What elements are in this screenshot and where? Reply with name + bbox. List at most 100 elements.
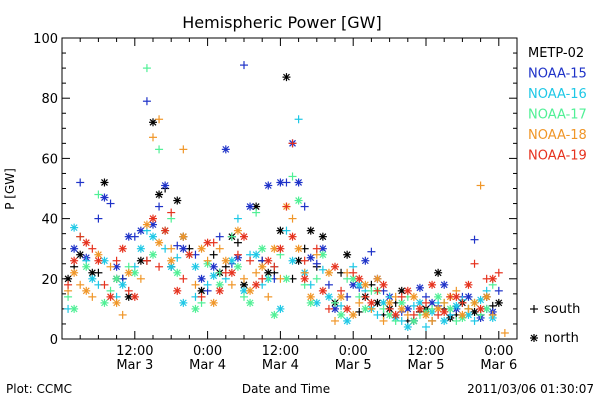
point-noaa-19-north — [403, 286, 412, 295]
point-noaa-15-north — [209, 262, 218, 271]
point-noaa-16-north — [179, 298, 188, 307]
point-noaa-17-north — [233, 262, 242, 271]
point-noaa-19-north — [203, 238, 212, 247]
point-noaa-17-north — [294, 196, 303, 205]
point-noaa-19-south — [124, 286, 133, 295]
point-noaa-18-south — [331, 316, 339, 325]
point-noaa-16-south — [422, 322, 430, 331]
point-noaa-19-north — [488, 274, 497, 283]
y-axis: 0 20 40 60 80 100 — [33, 32, 517, 348]
point-noaa-15-north — [246, 202, 255, 211]
x-tick-time-label: 12:00 — [262, 344, 299, 359]
point-noaa-15-north — [306, 253, 315, 262]
point-noaa-18-north — [294, 244, 303, 253]
point-noaa-19-north — [94, 256, 103, 265]
point-noaa-16-north — [440, 316, 449, 325]
point-noaa-18-south — [428, 316, 437, 325]
point-noaa-18-north — [434, 304, 443, 313]
point-noaa-19-south — [100, 280, 109, 289]
point-metp-02-north — [434, 268, 443, 277]
point-metp-02-north — [64, 274, 73, 283]
point-noaa-18-north — [233, 226, 242, 235]
point-noaa-18-north — [246, 286, 255, 295]
point-noaa-18-south — [252, 268, 261, 277]
point-noaa-19-south — [155, 262, 164, 271]
point-noaa-17-south — [94, 190, 103, 199]
point-noaa-18-south — [488, 310, 497, 319]
point-noaa-19-south — [470, 259, 479, 268]
point-noaa-18-north — [70, 268, 79, 277]
point-noaa-16-north — [452, 301, 461, 310]
point-noaa-16-north — [252, 250, 261, 259]
point-noaa-16-north — [403, 322, 412, 331]
point-noaa-17-south — [312, 274, 321, 283]
point-noaa-18-north — [221, 256, 230, 265]
point-noaa-19-south — [324, 304, 333, 313]
legend-north-label: north — [544, 331, 579, 346]
point-metp-02-north — [149, 118, 157, 127]
point-noaa-15-north — [161, 181, 170, 190]
point-noaa-17-north — [270, 310, 279, 319]
point-noaa-19-north — [149, 214, 157, 223]
point-noaa-15-north — [440, 280, 449, 289]
point-noaa-19-north — [391, 310, 400, 319]
point-noaa-17-south — [452, 316, 461, 325]
point-noaa-19-south — [494, 268, 503, 277]
point-noaa-18-south — [136, 274, 145, 283]
point-noaa-18-north — [409, 292, 418, 301]
point-noaa-18-south — [191, 280, 200, 289]
legend-entry: NOAA-16 — [528, 87, 587, 102]
point-noaa-15-north — [361, 256, 370, 265]
point-noaa-19-north — [440, 307, 449, 316]
point-noaa-19-south — [270, 262, 279, 271]
point-noaa-19-south — [197, 292, 206, 301]
point-noaa-18-north — [306, 292, 315, 301]
point-noaa-16-north — [355, 280, 364, 289]
x-tick-date-label: Mar 6 — [480, 358, 517, 373]
point-noaa-16-north — [88, 274, 97, 283]
x-tick-time-label: 0:00 — [193, 344, 222, 359]
point-noaa-16-north — [343, 316, 352, 325]
point-noaa-16-north — [70, 223, 79, 232]
point-noaa-19-north — [318, 286, 327, 295]
point-noaa-18-south — [149, 133, 157, 142]
point-noaa-18-south — [118, 310, 127, 319]
point-noaa-15-north — [294, 178, 303, 187]
point-metp-02-north — [124, 292, 133, 301]
point-noaa-17-north — [173, 268, 182, 277]
y-tick-label: 100 — [33, 32, 58, 47]
point-noaa-19-north — [240, 232, 248, 241]
point-noaa-15-south — [94, 214, 103, 223]
point-noaa-15-south — [106, 199, 115, 208]
point-noaa-17-north — [282, 274, 291, 283]
point-noaa-17-north — [100, 298, 109, 307]
x-tick-time-label: 12:00 — [407, 344, 444, 359]
point-noaa-19-north — [300, 274, 309, 283]
point-metp-02-south — [233, 238, 242, 247]
point-noaa-18-north — [167, 256, 176, 265]
point-noaa-18-north — [142, 220, 151, 229]
point-noaa-18-south — [288, 214, 297, 223]
point-noaa-19-south — [167, 208, 176, 217]
x-tick-date-label: Mar 5 — [335, 358, 372, 373]
point-noaa-19-north — [428, 280, 437, 289]
point-noaa-15-south — [312, 259, 321, 268]
point-noaa-18-south — [440, 298, 449, 307]
point-noaa-19-north — [452, 292, 461, 301]
point-noaa-19-north — [173, 286, 182, 295]
point-noaa-18-south — [155, 115, 164, 124]
point-noaa-15-north — [70, 244, 79, 253]
point-noaa-15-north — [276, 178, 285, 187]
point-noaa-19-south — [88, 244, 97, 253]
point-noaa-18-north — [258, 262, 267, 271]
point-noaa-19-north — [118, 244, 127, 253]
point-metp-02-north — [470, 307, 479, 316]
point-noaa-15-south — [155, 202, 164, 211]
x-tick-date-label: Mar 3 — [116, 358, 153, 373]
point-noaa-18-north — [470, 298, 479, 307]
point-noaa-18-south — [203, 256, 212, 265]
point-noaa-16-north — [324, 292, 333, 301]
point-noaa-15-south — [215, 232, 224, 241]
point-noaa-16-south — [318, 265, 327, 274]
